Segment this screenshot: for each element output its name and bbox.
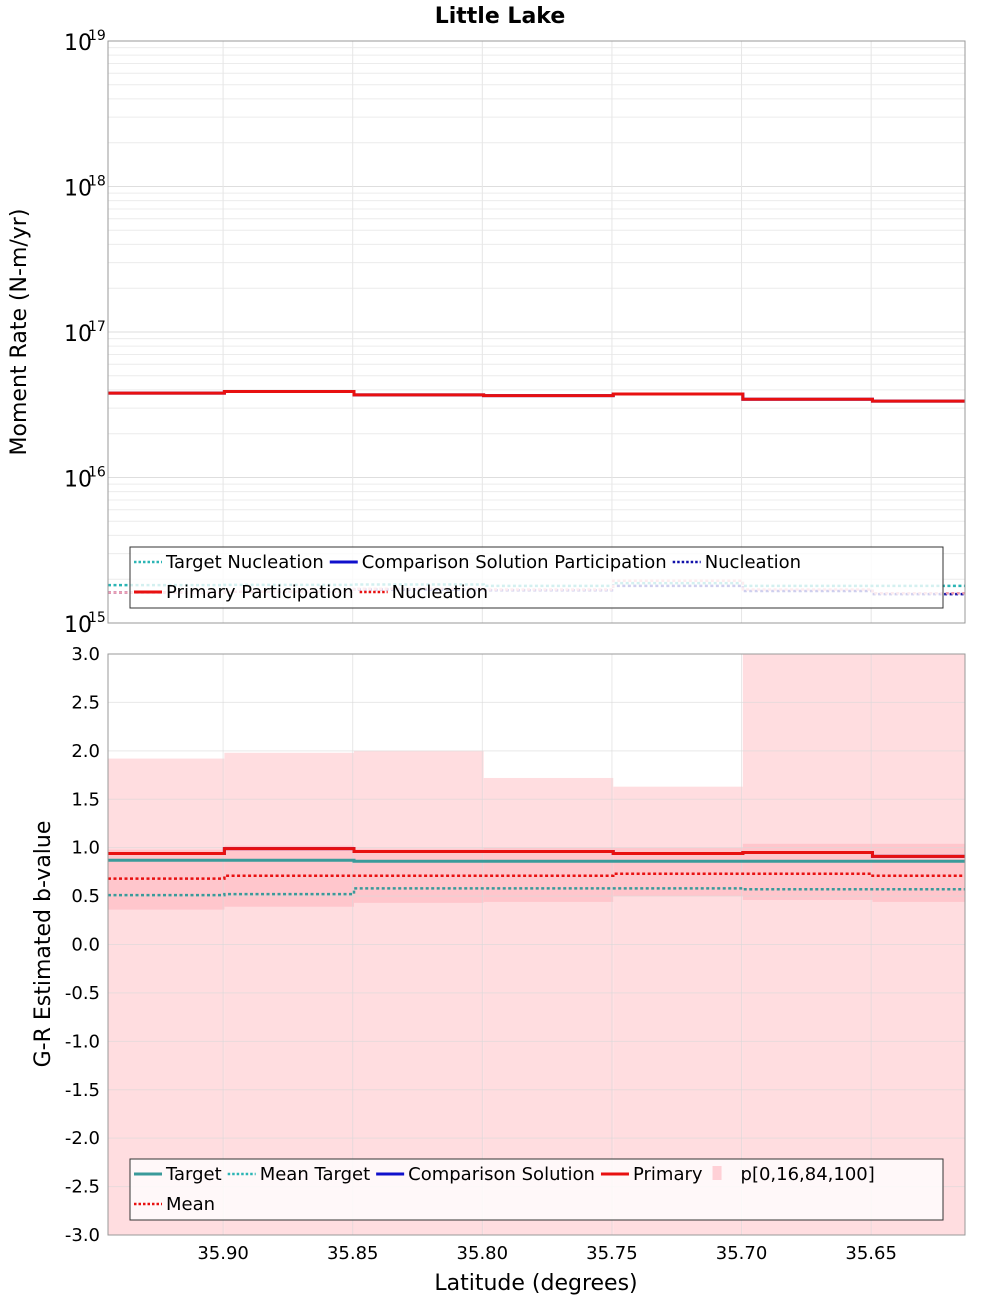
moment-y-tick-exponent: 16: [88, 465, 106, 481]
x-axis-label: Latitude (degrees): [434, 1271, 637, 1296]
x-tick-label: 35.85: [327, 1243, 379, 1264]
bvalue-y-tick-label: 0.0: [71, 935, 100, 956]
bvalue-series-line: [108, 872, 965, 880]
moment-y-tick-base: 10: [64, 322, 92, 347]
bvalue-legend-label: Mean Target: [260, 1164, 370, 1185]
moment-legend-box: [129, 546, 944, 609]
moment-y-tick-base: 10: [64, 177, 92, 202]
moment-y-tick-exponent: 15: [88, 610, 106, 626]
bvalue-plot-frame: [107, 653, 966, 1236]
bvalue-y-tick-label: 0.5: [71, 886, 100, 907]
x-tick-label: 35.75: [586, 1243, 638, 1264]
bvalue-legend-box: [129, 1158, 944, 1221]
bvalue-y-axis-label: G-R Estimated b-value: [31, 821, 56, 1068]
bvalue-legend-label: Primary: [633, 1164, 703, 1185]
bvalue-legend-label: p[0,16,84,100]: [741, 1164, 875, 1185]
bvalue-panel: 3.0 2.5 2.0 1.5 1.0 0.5 0.0 -0.5 -1.0 -1.5 -2.0 -2.…: [31, 644, 966, 1296]
bvalue-y-tick-label: -1.5: [65, 1080, 100, 1101]
bvalue-legend-label: Comparison Solution: [408, 1164, 595, 1185]
bvalue-series-line: [108, 858, 965, 863]
moment-y-tick-base: 10: [64, 468, 92, 493]
bvalue-band-outer: [108, 758, 225, 1235]
bvalue-y-tick-label: -0.5: [65, 983, 100, 1004]
bvalue-series: [108, 847, 965, 897]
x-tick-label: 35.65: [845, 1243, 897, 1264]
bvalue-legend: Target Mean Target Comparison Solution Prim…: [129, 1158, 944, 1221]
moment-y-tick-base: 10: [64, 31, 92, 56]
bvalue-y-tick-label: -2.0: [65, 1128, 100, 1149]
bvalue-x-ticks: 35.90 35.85 35.80 35.75 35.70 35.65: [197, 1243, 897, 1264]
moment-legend-label: Comparison Solution Participation: [362, 552, 667, 573]
bvalue-y-tick-label: 2.5: [71, 692, 100, 713]
moment-y-tick-exponent: 19: [88, 28, 106, 44]
moment-y-axis-label: Moment Rate (N-m/yr): [7, 209, 32, 456]
bvalue-y-ticks: 3.0 2.5 2.0 1.5 1.0 0.5 0.0 -0.5 -1.0 -1.5 -2.0 -2.…: [65, 644, 100, 1246]
bvalue-legend-swatch: [712, 1166, 722, 1180]
moment-plot-frame: [107, 40, 966, 624]
moment-y-tick-exponent: 18: [88, 174, 106, 190]
chart-title: Little Lake: [435, 4, 566, 29]
moment-legend-label: Nucleation: [392, 582, 488, 603]
moment-series-line: [108, 390, 965, 403]
bvalue-y-tick-label: 3.0: [71, 644, 100, 665]
moment-y-tick-exponent: 17: [88, 319, 106, 335]
x-tick-label: 35.90: [197, 1243, 249, 1264]
moment-grid: [108, 41, 965, 623]
moment-y-tick-base: 10: [64, 613, 92, 638]
bvalue-band-inner: [872, 843, 965, 902]
bvalue-y-tick-label: 1.5: [71, 789, 100, 810]
bvalue-y-tick-label: 2.0: [71, 741, 100, 762]
x-tick-label: 35.80: [457, 1243, 509, 1264]
bvalue-legend-label: Mean: [166, 1194, 215, 1215]
x-tick-label: 35.70: [716, 1243, 768, 1264]
moment-legend-label: Target Nucleation: [165, 552, 324, 573]
bvalue-band-outer: [224, 752, 355, 1235]
bvalue-series-line: [108, 887, 965, 897]
moment-legend-label: Primary Participation: [166, 582, 354, 603]
moment-legend-label: Nucleation: [705, 552, 801, 573]
bvalue-y-tick-label: -3.0: [65, 1225, 100, 1246]
bvalue-y-tick-label: -1.0: [65, 1031, 100, 1052]
bvalue-series-line: [108, 847, 965, 858]
moment-legend: Target Nucleation Comparison Solution Par…: [129, 546, 944, 609]
bvalue-legend-label: Target: [165, 1164, 222, 1185]
bvalue-y-tick-label: -2.5: [65, 1177, 100, 1198]
bvalue-y-tick-label: 1.0: [71, 838, 100, 859]
